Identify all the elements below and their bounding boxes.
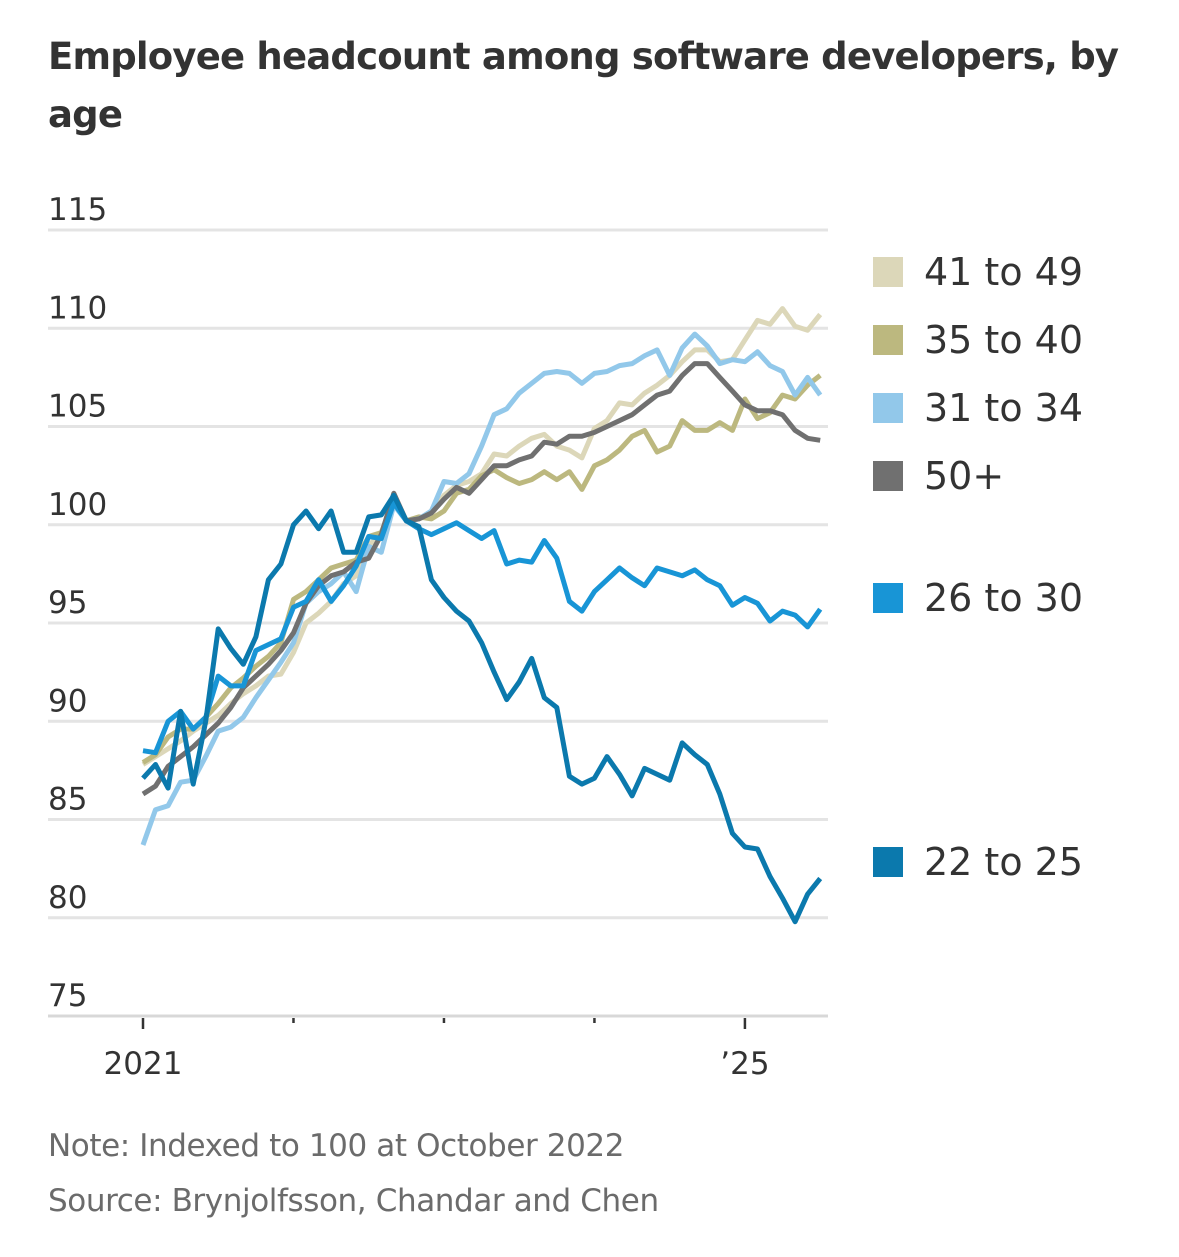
chart-note: Note: Indexed to 100 at October 2022 [48,1128,625,1164]
y-tick-label: 85 [48,782,87,818]
legend-label: 31 to 34 [924,386,1083,430]
x-tick-label: ’25 [720,1046,769,1082]
y-tick-label: 110 [48,290,107,326]
chart-source: Source: Brynjolfsson, Chandar and Chen [48,1183,659,1219]
legend-swatch [873,847,903,877]
x-tick-label: 2021 [104,1046,183,1082]
series-line-31-to-34 [140,331,823,846]
legend-swatch [873,325,903,355]
legend-label: 26 to 30 [924,576,1083,620]
series-line-35-to-40 [141,373,822,765]
series-line-26-to-30 [142,500,823,756]
legend-label: 35 to 40 [924,318,1083,362]
legend: 41 to 49 35 to 40 31 to 34 50+ 26 to 30 22 to… [873,250,1083,884]
x-axis: 2021 ’25 [104,1018,770,1082]
legend-swatch [873,583,903,613]
y-tick-label: 100 [48,487,107,523]
series-line-50- [141,361,821,797]
legend-swatch [873,257,903,287]
y-axis: 75 80 85 90 95 100 105 110 115 [48,192,107,1014]
legend-label: 50+ [924,454,1004,498]
series-line-22-to-25 [141,492,823,925]
y-tick-label: 90 [48,683,87,719]
series-lines [140,306,823,925]
y-tick-label: 105 [48,389,107,425]
legend-label: 41 to 49 [924,250,1083,294]
chart-title: Employee headcount among software develo… [48,35,1119,136]
legend-label: 22 to 25 [924,840,1083,884]
legend-swatch [873,461,903,491]
y-tick-label: 75 [48,978,87,1014]
legend-swatch [873,393,903,423]
y-tick-label: 80 [48,880,87,916]
y-tick-label: 115 [48,192,107,228]
gridlines [48,228,828,1018]
y-tick-label: 95 [48,585,87,621]
